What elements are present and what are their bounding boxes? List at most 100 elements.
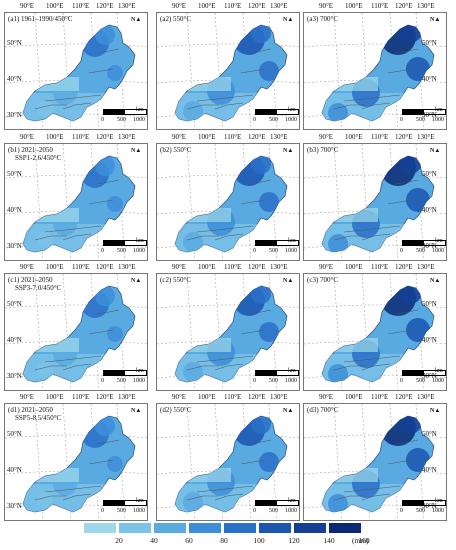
scale-tick: 1000 xyxy=(133,508,145,514)
precip-map xyxy=(157,404,299,520)
legend-unit: (mm) xyxy=(352,536,369,545)
legend-swatch xyxy=(294,523,326,533)
latitude-label: 30°N xyxy=(7,111,22,119)
longitude-label: 100°E xyxy=(198,133,216,141)
panel-label: (a2) 550°C xyxy=(160,15,191,23)
legend-tick: 160 xyxy=(358,536,370,545)
latitude-label: 40°N xyxy=(7,75,22,83)
scale-tick: 500 xyxy=(269,248,278,254)
scale-tick: 0 xyxy=(253,117,256,123)
legend-tick: 140 xyxy=(323,536,335,545)
scale-tick: 500 xyxy=(416,117,425,123)
longitude-label: 110°E xyxy=(224,393,242,401)
legend-swatch xyxy=(329,523,361,533)
scale-unit: km xyxy=(136,498,144,504)
scale-bar xyxy=(402,109,446,115)
scale-tick: 1000 xyxy=(432,117,444,123)
longitude-label: 120°E xyxy=(395,263,413,271)
longitude-label: 130°E xyxy=(270,263,288,271)
longitude-label: 130°E xyxy=(118,2,136,10)
panel-label: (c2) 550°C xyxy=(160,276,191,284)
panel-label: (d1) 2021–2050 SSP5-8.5/450°C xyxy=(8,406,62,422)
longitude-label: 90°E xyxy=(319,263,334,271)
legend-swatch xyxy=(224,523,256,533)
longitude-label: 120°E xyxy=(96,263,114,271)
latitude-label: 40°N xyxy=(7,336,22,344)
scale-unit: km xyxy=(288,107,296,113)
latitude-label: 30°N xyxy=(422,502,437,510)
longitude-label: 100°E xyxy=(198,393,216,401)
scale-bar xyxy=(103,109,147,115)
scale-tick: 500 xyxy=(117,248,126,254)
legend-tick: 80 xyxy=(220,536,228,545)
scale-bar xyxy=(402,240,446,246)
longitude-label: 90°E xyxy=(319,393,334,401)
longitude-label: 120°E xyxy=(395,2,413,10)
scale-bar xyxy=(255,109,299,115)
scale-tick: 0 xyxy=(101,378,104,384)
longitude-label: 110°E xyxy=(224,133,242,141)
precip-map xyxy=(5,274,147,390)
latitude-label: 50°N xyxy=(7,39,22,47)
north-arrow-icon: N▲ xyxy=(430,148,441,154)
map-panel-1: (a1) 1961–1990/450°C N▲ km 0 500 1000 50°N 40°N… xyxy=(4,12,148,130)
scale-tick: 1000 xyxy=(133,378,145,384)
scale-unit: km xyxy=(435,368,443,374)
longitude-label: 110°E xyxy=(72,133,90,141)
longitude-label: 110°E xyxy=(72,2,90,10)
scale-unit: km xyxy=(288,498,296,504)
latitude-label: 40°N xyxy=(7,466,22,474)
scale-tick: 500 xyxy=(416,248,425,254)
scale-tick: 1000 xyxy=(285,378,297,384)
panel-label: (b1) 2021–2050 SSP1-2.6/450°C xyxy=(8,146,62,162)
legend-swatch xyxy=(259,523,291,533)
precip-map xyxy=(157,13,299,129)
scale-tick: 500 xyxy=(117,378,126,384)
scale-tick: 0 xyxy=(253,248,256,254)
scale-tick: 500 xyxy=(269,378,278,384)
scale-unit: km xyxy=(435,107,443,113)
precip-map xyxy=(304,404,446,520)
scale-tick: 0 xyxy=(400,378,403,384)
map-panel-3: (a3) 700°C N▲ km 0 500 1000 50°N 40°N 30°N xyxy=(303,12,447,130)
latitude-label: 30°N xyxy=(7,502,22,510)
precip-map xyxy=(5,404,147,520)
longitude-label: 90°E xyxy=(172,133,187,141)
longitude-label: 100°E xyxy=(345,133,363,141)
precip-map xyxy=(157,274,299,390)
latitude-label: 40°N xyxy=(7,206,22,214)
longitude-label: 120°E xyxy=(248,393,266,401)
latitude-label: 50°N xyxy=(422,170,437,178)
map-panel-2: (a2) 550°C N▲ km 0 500 1000 xyxy=(156,12,300,130)
longitude-label: 90°E xyxy=(172,393,187,401)
latitude-label: 30°N xyxy=(7,372,22,380)
longitude-label: 120°E xyxy=(395,133,413,141)
longitude-label: 100°E xyxy=(46,393,64,401)
panel-label: (b2) 550°C xyxy=(160,146,192,154)
map-panel-6: (b3) 700°C N▲ km 0 500 1000 50°N 40°N 30°N xyxy=(303,143,447,261)
panel-label: (d3) 700°C xyxy=(307,406,339,414)
scale-bar xyxy=(103,370,147,376)
north-arrow-icon: N▲ xyxy=(131,408,142,414)
legend-tick: 120 xyxy=(288,536,300,545)
longitude-label: 90°E xyxy=(172,2,187,10)
longitude-label: 100°E xyxy=(46,133,64,141)
north-arrow-icon: N▲ xyxy=(131,148,142,154)
legend-swatch xyxy=(154,523,186,533)
scale-tick: 500 xyxy=(269,508,278,514)
latitude-label: 50°N xyxy=(422,300,437,308)
longitude-label: 120°E xyxy=(96,2,114,10)
scale-tick: 1000 xyxy=(432,248,444,254)
longitude-label: 100°E xyxy=(345,393,363,401)
north-arrow-icon: N▲ xyxy=(430,278,441,284)
scale-tick: 0 xyxy=(101,508,104,514)
scale-bar xyxy=(402,370,446,376)
scale-bar xyxy=(402,500,446,506)
longitude-label: 100°E xyxy=(345,263,363,271)
legend-tick: 60 xyxy=(185,536,193,545)
scale-unit: km xyxy=(288,238,296,244)
scale-tick: 0 xyxy=(400,248,403,254)
longitude-label: 120°E xyxy=(248,2,266,10)
north-arrow-icon: N▲ xyxy=(430,17,441,23)
panel-label: (b3) 700°C xyxy=(307,146,339,154)
